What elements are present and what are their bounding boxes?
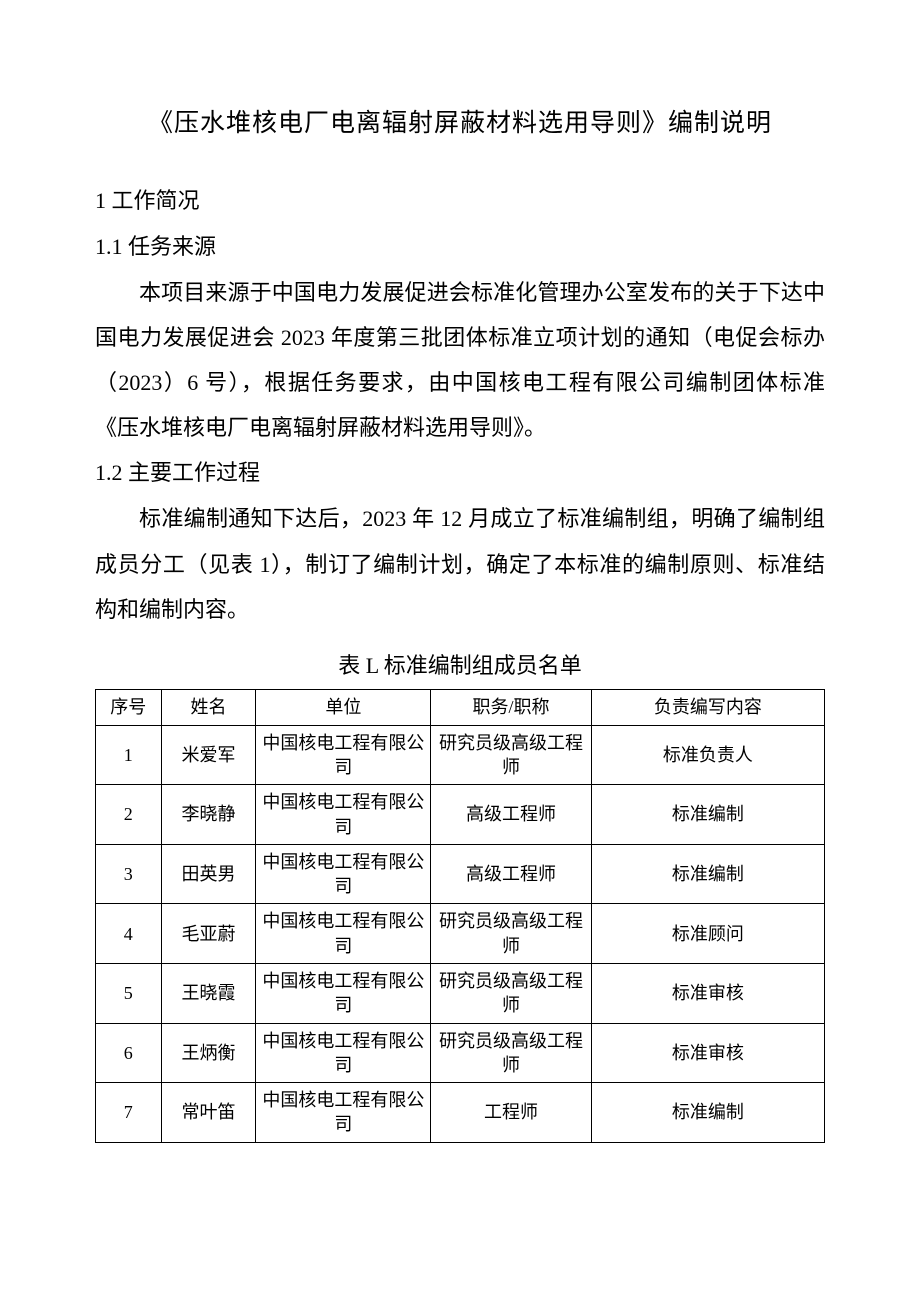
table-cell: 毛亚蔚 (161, 904, 256, 964)
table-title: 表 L 标准编制组成员名单 (95, 646, 825, 686)
table-row: 2李晓静中国核电工程有限公司高级工程师标准编制 (96, 785, 825, 845)
table-row: 5王晓霞中国核电工程有限公司研究员级高级工程师标准审核 (96, 963, 825, 1023)
table-cell: 中国核电工程有限公司 (256, 725, 431, 785)
table-cell: 研究员级高级工程师 (431, 725, 591, 785)
table-header: 序号 (96, 690, 162, 725)
table-cell: 5 (96, 963, 162, 1023)
table-row: 4毛亚蔚中国核电工程有限公司研究员级高级工程师标准顾问 (96, 904, 825, 964)
table-cell: 米爱军 (161, 725, 256, 785)
table-header: 职务/职称 (431, 690, 591, 725)
table-row: 6王炳衡中国核电工程有限公司研究员级高级工程师标准审核 (96, 1023, 825, 1083)
table-header: 姓名 (161, 690, 256, 725)
table-cell: 中国核电工程有限公司 (256, 963, 431, 1023)
members-table: 序号 姓名 单位 职务/职称 负责编写内容 1米爱军中国核电工程有限公司研究员级… (95, 689, 825, 1142)
table-cell: 标准审核 (591, 963, 824, 1023)
table-row: 3田英男中国核电工程有限公司高级工程师标准编制 (96, 844, 825, 904)
subsection-1-2-heading: 1.2 主要工作过程 (95, 450, 825, 496)
table-cell: 李晓静 (161, 785, 256, 845)
table-cell: 标准审核 (591, 1023, 824, 1083)
table-header: 单位 (256, 690, 431, 725)
table-cell: 标准负责人 (591, 725, 824, 785)
table-cell: 研究员级高级工程师 (431, 1023, 591, 1083)
paragraph-1-1: 本项目来源于中国电力发展促进会标准化管理办公室发布的关于下达中国电力发展促进会 … (95, 270, 825, 450)
document-title: 《压水堆核电厂电离辐射屏蔽材料选用导则》编制说明 (95, 100, 825, 148)
table-cell: 中国核电工程有限公司 (256, 1023, 431, 1083)
table-cell: 高级工程师 (431, 785, 591, 845)
table-cell: 6 (96, 1023, 162, 1083)
table-cell: 王晓霞 (161, 963, 256, 1023)
table-row: 1米爱军中国核电工程有限公司研究员级高级工程师标准负责人 (96, 725, 825, 785)
table-cell: 工程师 (431, 1083, 591, 1143)
table-cell: 标准顾问 (591, 904, 824, 964)
table-header-row: 序号 姓名 单位 职务/职称 负责编写内容 (96, 690, 825, 725)
table-cell: 中国核电工程有限公司 (256, 785, 431, 845)
table-cell: 标准编制 (591, 1083, 824, 1143)
table-row: 7常叶笛中国核电工程有限公司工程师标准编制 (96, 1083, 825, 1143)
table-cell: 中国核电工程有限公司 (256, 844, 431, 904)
table-cell: 常叶笛 (161, 1083, 256, 1143)
paragraph-1-2: 标准编制通知下达后，2023 年 12 月成立了标准编制组，明确了编制组成员分工… (95, 496, 825, 631)
subsection-1-1-heading: 1.1 任务来源 (95, 224, 825, 270)
table-cell: 7 (96, 1083, 162, 1143)
table-cell: 标准编制 (591, 844, 824, 904)
table-cell: 4 (96, 904, 162, 964)
table-cell: 标准编制 (591, 785, 824, 845)
table-cell: 3 (96, 844, 162, 904)
table-cell: 中国核电工程有限公司 (256, 904, 431, 964)
table-cell: 研究员级高级工程师 (431, 963, 591, 1023)
table-cell: 高级工程师 (431, 844, 591, 904)
section-1-heading: 1 工作简况 (95, 178, 825, 224)
table-cell: 王炳衡 (161, 1023, 256, 1083)
table-cell: 1 (96, 725, 162, 785)
table-cell: 2 (96, 785, 162, 845)
table-cell: 研究员级高级工程师 (431, 904, 591, 964)
table-cell: 田英男 (161, 844, 256, 904)
table-cell: 中国核电工程有限公司 (256, 1083, 431, 1143)
table-header: 负责编写内容 (591, 690, 824, 725)
